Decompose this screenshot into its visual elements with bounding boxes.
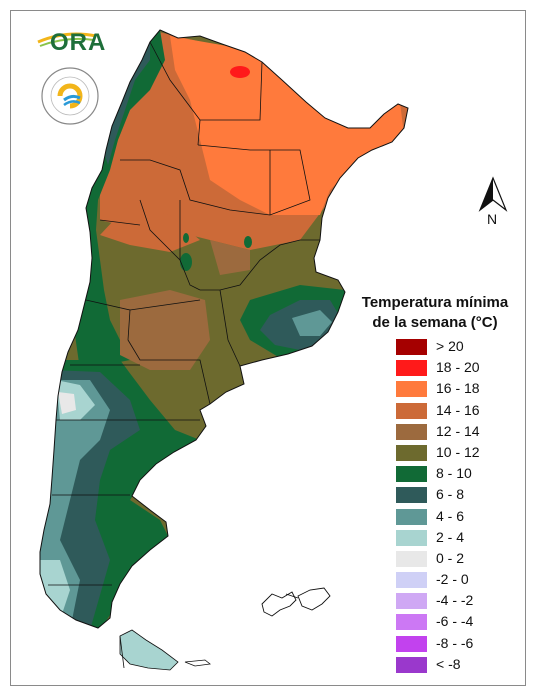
legend-swatch <box>396 487 427 504</box>
legend-label: 18 - 20 <box>436 359 480 376</box>
legend-label: < -8 <box>436 655 461 672</box>
province-borders <box>48 41 320 586</box>
legend-swatch <box>396 423 427 440</box>
legend-label: 12 - 14 <box>436 422 480 439</box>
legend-swatch <box>396 572 427 589</box>
legend-swatch <box>396 656 427 673</box>
legend-swatch <box>396 550 427 567</box>
legend-label: 0 - 2 <box>436 549 465 566</box>
legend-label: 16 - 18 <box>436 380 480 397</box>
legend-swatch <box>396 402 427 419</box>
tierra-del-fuego <box>119 629 211 671</box>
legend-label: 14 - 16 <box>436 401 480 418</box>
legend-swatch <box>396 635 427 652</box>
ora-logo <box>37 32 97 47</box>
north-arrow-icon <box>478 176 508 212</box>
legend-swatch <box>396 466 427 483</box>
legend-label: -8 - -6 <box>436 634 474 651</box>
legend-label: > 20 <box>436 338 464 354</box>
argentina-outline <box>39 29 409 629</box>
legend-label: 4 - 6 <box>436 507 465 524</box>
legend-label: -6 - -4 <box>436 613 474 630</box>
smn-seal-logo <box>41 67 99 125</box>
legend-label: 8 - 10 <box>436 465 472 482</box>
legend-swatch <box>396 381 427 398</box>
malvinas-islands <box>261 587 331 617</box>
legend-label: 2 - 4 <box>436 528 465 545</box>
legend-swatch <box>396 614 427 631</box>
legend-title-line-1: Temperatura mínima <box>361 294 509 311</box>
legend-title: Temperatura mínima de la semana (°C) <box>340 293 530 333</box>
legend-swatch <box>396 444 427 461</box>
legend-label: -4 - -2 <box>436 592 474 609</box>
legend-swatch <box>396 593 427 610</box>
legend-swatch <box>396 360 427 377</box>
legend-swatch <box>396 529 427 546</box>
legend-label: 6 - 8 <box>436 486 465 503</box>
legend-title-line-2: de la semana (°C) <box>372 314 498 331</box>
ora-logo-text: ORA <box>50 29 107 56</box>
legend-swatch <box>396 508 427 525</box>
legend-label: 10 - 12 <box>436 443 480 460</box>
legend-swatch <box>396 339 427 355</box>
north-label: N <box>487 211 498 227</box>
legend-label: -2 - 0 <box>436 571 469 588</box>
